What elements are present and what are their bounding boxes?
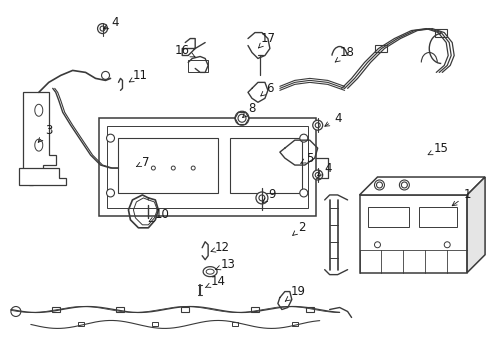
Bar bbox=[250, 306, 259, 312]
Circle shape bbox=[443, 242, 449, 248]
Text: 9: 9 bbox=[262, 188, 275, 203]
Text: 4: 4 bbox=[324, 112, 341, 126]
Text: 17: 17 bbox=[258, 32, 275, 48]
Bar bbox=[434, 28, 447, 37]
Text: 3: 3 bbox=[38, 124, 52, 142]
Bar bbox=[78, 323, 83, 327]
Circle shape bbox=[312, 120, 322, 130]
Circle shape bbox=[191, 166, 195, 170]
Text: 12: 12 bbox=[211, 241, 229, 254]
Circle shape bbox=[238, 114, 245, 122]
Text: 7: 7 bbox=[136, 156, 149, 168]
Circle shape bbox=[312, 170, 322, 180]
Bar bbox=[232, 323, 238, 327]
Circle shape bbox=[315, 172, 320, 177]
Bar bbox=[419, 207, 456, 227]
Text: 14: 14 bbox=[205, 275, 225, 288]
Circle shape bbox=[376, 182, 382, 188]
Bar bbox=[116, 306, 124, 312]
Circle shape bbox=[106, 189, 114, 197]
Circle shape bbox=[102, 71, 109, 80]
Circle shape bbox=[11, 306, 21, 316]
Bar bbox=[181, 306, 189, 312]
Bar bbox=[106, 126, 307, 208]
Bar bbox=[359, 195, 466, 273]
Circle shape bbox=[299, 134, 307, 142]
Bar bbox=[291, 323, 297, 327]
Polygon shape bbox=[188, 60, 208, 72]
Circle shape bbox=[171, 166, 175, 170]
Circle shape bbox=[399, 180, 408, 190]
Bar bbox=[52, 306, 60, 312]
Text: 5: 5 bbox=[300, 152, 313, 165]
Bar bbox=[152, 323, 158, 327]
Circle shape bbox=[235, 111, 248, 125]
Circle shape bbox=[374, 242, 380, 248]
Bar bbox=[118, 138, 218, 193]
Text: 10: 10 bbox=[149, 208, 169, 221]
Circle shape bbox=[98, 24, 107, 33]
Circle shape bbox=[259, 195, 264, 201]
Circle shape bbox=[299, 189, 307, 197]
Bar bbox=[367, 207, 408, 227]
Polygon shape bbox=[19, 168, 65, 185]
Text: 6: 6 bbox=[260, 82, 273, 96]
Circle shape bbox=[315, 123, 320, 128]
Text: 1: 1 bbox=[451, 188, 470, 206]
Text: 16: 16 bbox=[174, 44, 195, 57]
Circle shape bbox=[151, 166, 155, 170]
Text: 2: 2 bbox=[292, 221, 305, 235]
Text: 15: 15 bbox=[427, 141, 448, 155]
Text: 11: 11 bbox=[129, 69, 147, 82]
Circle shape bbox=[106, 134, 114, 142]
Circle shape bbox=[100, 26, 105, 31]
Circle shape bbox=[401, 182, 407, 188]
Text: 18: 18 bbox=[334, 46, 354, 62]
Polygon shape bbox=[466, 177, 484, 273]
Text: 8: 8 bbox=[242, 102, 255, 118]
Bar bbox=[229, 138, 301, 193]
Bar bbox=[305, 306, 313, 312]
Polygon shape bbox=[23, 92, 56, 185]
Bar bbox=[375, 45, 386, 53]
Polygon shape bbox=[359, 177, 484, 195]
Circle shape bbox=[374, 180, 384, 190]
Circle shape bbox=[255, 192, 267, 204]
Text: 19: 19 bbox=[285, 285, 305, 301]
Text: 13: 13 bbox=[215, 258, 235, 271]
Text: 4: 4 bbox=[317, 162, 331, 176]
Bar bbox=[99, 118, 315, 216]
Text: 4: 4 bbox=[103, 16, 119, 29]
